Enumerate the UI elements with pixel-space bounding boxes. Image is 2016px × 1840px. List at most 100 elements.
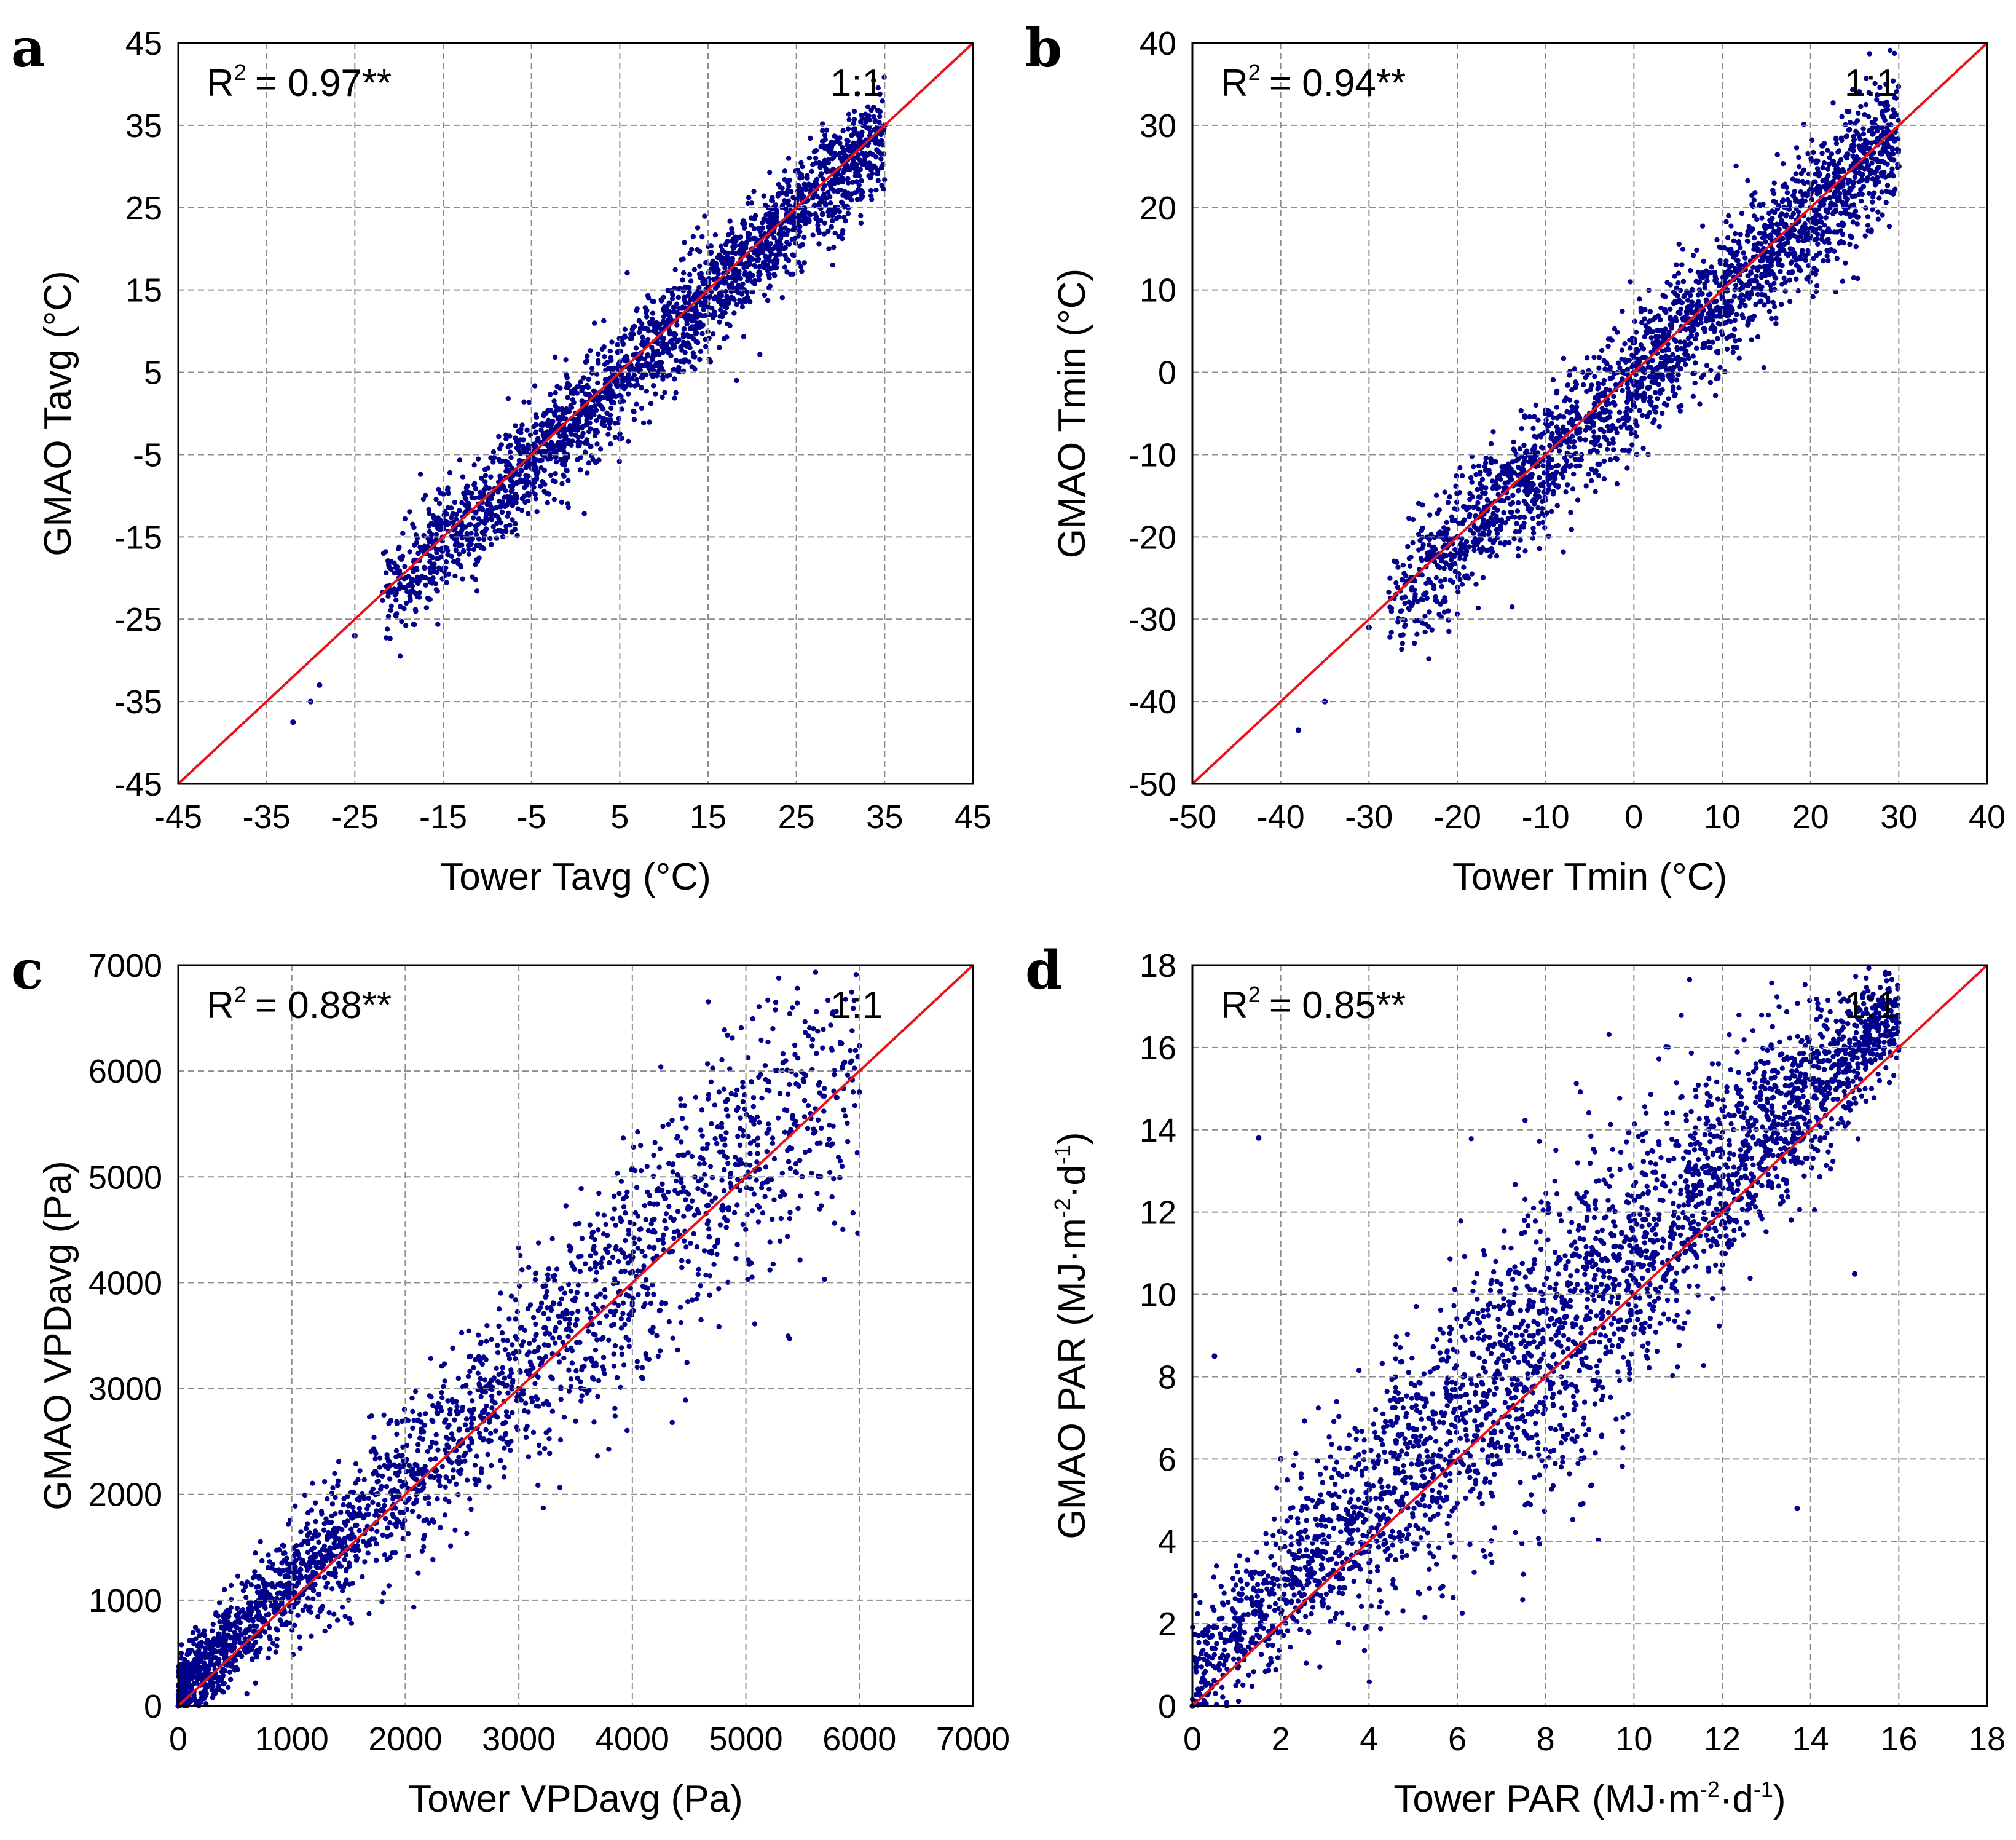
x-tick-label: -25 [331, 799, 379, 835]
scatter-point [1554, 405, 1559, 410]
scatter-point [650, 357, 655, 363]
scatter-point [1529, 457, 1534, 463]
scatter-point [494, 521, 500, 526]
scatter-point [1851, 202, 1857, 208]
x-tick-label: 10 [1704, 799, 1741, 835]
scatter-point [1519, 426, 1524, 432]
scatter-point [1427, 542, 1432, 548]
scatter-point [1556, 448, 1562, 454]
scatter-point [832, 231, 838, 236]
scatter-point [1408, 555, 1414, 560]
scatter-point [850, 180, 856, 185]
scatter-point [1853, 243, 1859, 250]
scatter-point [725, 250, 731, 256]
scatter-point [609, 394, 615, 400]
scatter-point [591, 320, 597, 326]
scatter-point [766, 272, 772, 278]
scatter-point [548, 392, 553, 397]
scatter-point [1770, 188, 1776, 193]
scatter-point [1623, 409, 1629, 415]
scatter-point [844, 137, 849, 143]
scatter-point [1459, 473, 1465, 479]
scatter-point [826, 1136, 832, 1142]
scatter-point [427, 529, 433, 535]
scatter-point [1445, 500, 1451, 505]
scatter-point [385, 626, 390, 632]
scatter-point [429, 562, 435, 568]
scatter-point [645, 336, 651, 342]
scatter-point [581, 375, 586, 381]
scatter-point [660, 394, 665, 400]
scatter-point [1709, 264, 1714, 270]
scatter-point [1730, 349, 1736, 355]
scatter-point [1610, 440, 1616, 446]
scatter-point [877, 91, 883, 97]
scatter-point [779, 295, 786, 301]
scatter-point [1648, 365, 1654, 371]
scatter-point [835, 188, 841, 193]
scatter-point [673, 390, 679, 396]
scatter-point [1763, 273, 1768, 278]
scatter-point [847, 167, 852, 173]
scatter-point [595, 380, 600, 385]
scatter-point [1400, 641, 1405, 646]
scatter-point [825, 160, 832, 165]
scatter-point [489, 507, 495, 512]
scatter-point [1495, 507, 1500, 513]
scatter-point [505, 444, 511, 450]
scatter-point [1546, 483, 1552, 488]
scatter-point [1597, 461, 1602, 467]
scatter-point [1675, 280, 1681, 286]
scatter-point [1486, 472, 1492, 477]
scatter-point [816, 241, 822, 247]
scatter-point [1570, 486, 1576, 492]
scatter-point [1423, 580, 1429, 586]
scatter-point [664, 304, 670, 309]
scatter-point [1678, 306, 1683, 312]
scatter-point [1644, 326, 1650, 331]
scatter-point [1564, 482, 1570, 488]
scatter-point [739, 304, 746, 310]
scatter-point [1880, 212, 1885, 218]
scatter-point [1801, 122, 1806, 127]
scatter-point [1744, 232, 1750, 238]
scatter-point [545, 500, 550, 506]
scatter-point [1535, 513, 1541, 519]
scatter-point [499, 509, 505, 515]
x-tick-label: 25 [778, 799, 815, 835]
scatter-point [1506, 540, 1512, 546]
scatter-point [786, 198, 792, 203]
scatter-point [1524, 486, 1530, 491]
scatter-point [607, 413, 613, 418]
scatter-point [752, 236, 758, 242]
scatter-point [691, 267, 698, 272]
scatter-point [1398, 633, 1403, 638]
scatter-point [1835, 167, 1841, 172]
y-tick-label: 15 [125, 272, 162, 309]
scatter-point [462, 502, 468, 508]
scatter-point [661, 294, 666, 300]
scatter-point [573, 417, 578, 423]
scatter-point [671, 332, 677, 338]
scatter-point [383, 549, 388, 555]
scatter-point [1800, 178, 1806, 184]
scatter-point [712, 232, 719, 238]
scatter-point [514, 496, 519, 502]
scatter-point [1604, 446, 1610, 452]
scatter-point [1485, 519, 1490, 525]
scatter-point [819, 171, 824, 176]
scatter-point [1682, 343, 1688, 349]
scatter-point [392, 592, 398, 598]
scatter-point [1420, 542, 1426, 548]
scatter-point [1825, 148, 1830, 153]
scatter-point [818, 206, 824, 211]
scatter-point [380, 1532, 385, 1538]
scatter-point [1442, 577, 1448, 582]
scatter-point [1530, 497, 1537, 503]
scatter-point [553, 449, 559, 455]
scatter-point [1442, 595, 1447, 601]
scatter-point [1677, 366, 1683, 372]
scatter-point [1794, 145, 1800, 151]
scatter-point [1714, 298, 1719, 304]
scatter-point [551, 411, 557, 416]
